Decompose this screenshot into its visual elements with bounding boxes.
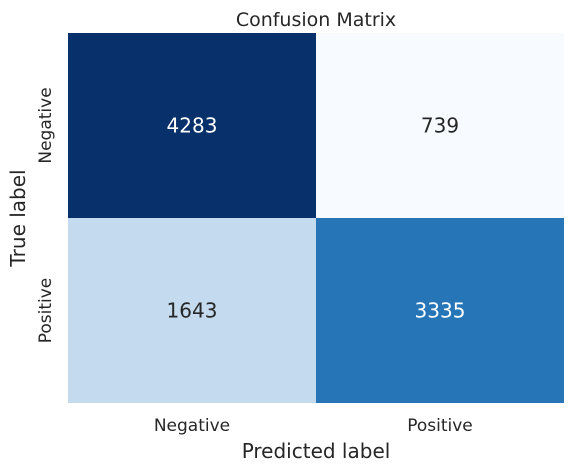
heatmap-cell-r0-c1 xyxy=(316,33,564,218)
cell-value-r0-c0: 4283 xyxy=(167,114,218,138)
heatmap-cell-r1-c1 xyxy=(316,218,564,403)
y-axis-label: True label xyxy=(6,169,30,267)
x-axis-label: Predicted label xyxy=(242,439,391,463)
x-tick-label: Negative xyxy=(154,416,230,436)
heatmap-cell-r0-c0 xyxy=(68,33,316,218)
cell-value-r1-c1: 3335 xyxy=(415,299,466,323)
heatmap-cells: 4283 739 1643 3335 xyxy=(68,33,564,403)
cell-value-r1-c0: 1643 xyxy=(167,299,218,323)
cell-value-r0-c1: 739 xyxy=(421,114,459,138)
y-tick-label: Positive xyxy=(36,278,56,344)
chart-title: Confusion Matrix xyxy=(236,9,396,31)
x-tick-labels: Negative Positive xyxy=(154,416,473,436)
x-tick-label: Positive xyxy=(407,416,473,436)
y-tick-labels: Negative Positive xyxy=(36,87,56,343)
heatmap-cell-r1-c0 xyxy=(68,218,316,403)
y-tick-label: Negative xyxy=(36,87,56,163)
